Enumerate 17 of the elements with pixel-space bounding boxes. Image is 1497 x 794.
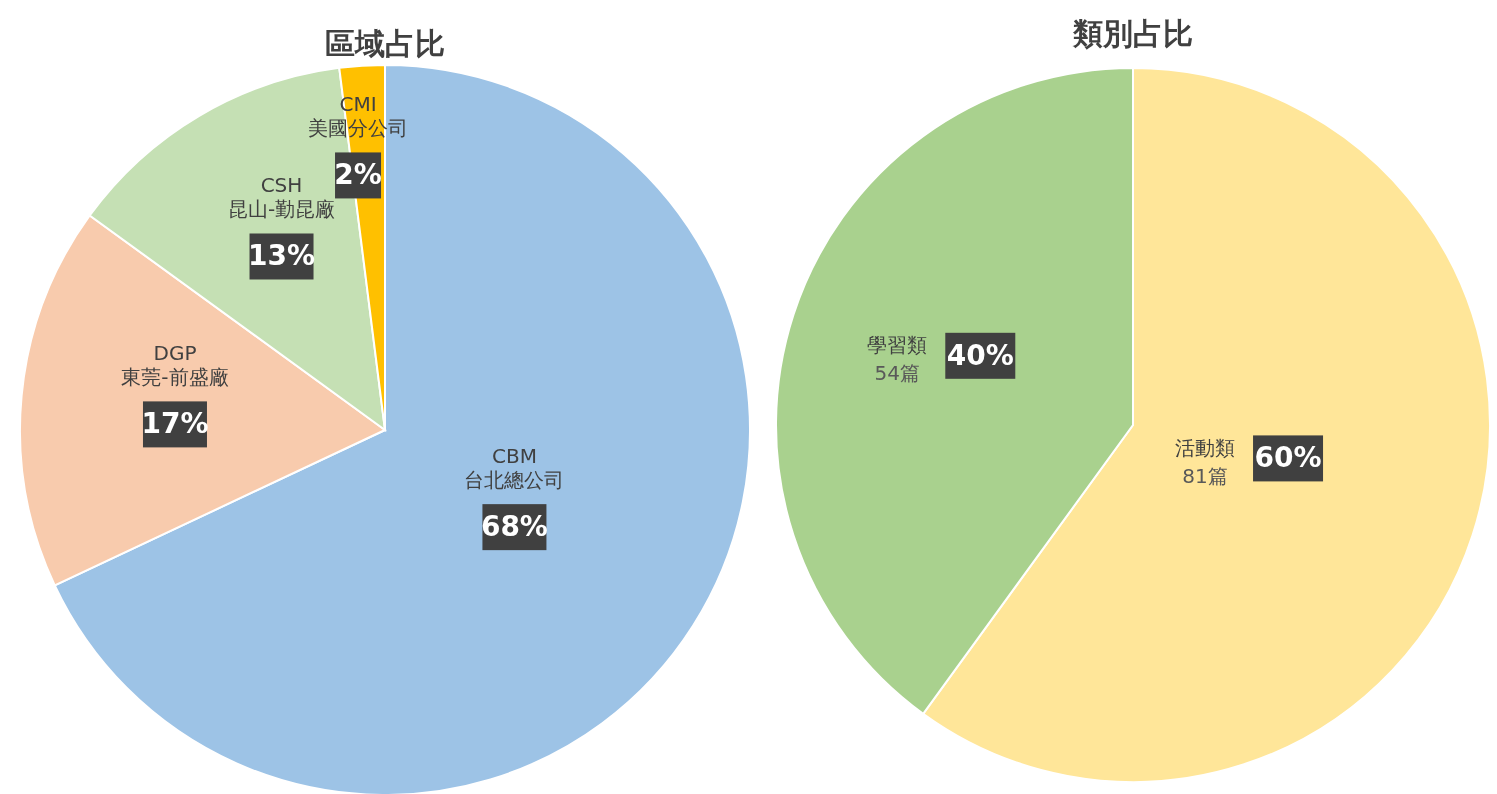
category-label: 昆山-勤昆廠 [227, 197, 336, 221]
annotation: 81篇 [1182, 463, 1228, 488]
value-label: 13% [248, 239, 316, 273]
value-label: 68% [480, 510, 548, 544]
value-label: 40% [946, 338, 1014, 372]
value-label: 2% [334, 158, 382, 192]
category-label: 活動類 [1175, 435, 1236, 460]
category-label: DGP [153, 340, 197, 365]
annotation: 54篇 [874, 361, 920, 386]
value-label: 60% [1254, 441, 1322, 475]
title: 類別占比 [1073, 15, 1193, 51]
category-label: 學習類 [867, 333, 928, 358]
title: 區域占比 [325, 25, 445, 61]
category-label: CBM [491, 443, 537, 468]
category-label: 東莞-前盛廠 [121, 364, 229, 389]
category-label: 台北總公司 [464, 467, 565, 492]
category-label: CSH [260, 173, 303, 197]
